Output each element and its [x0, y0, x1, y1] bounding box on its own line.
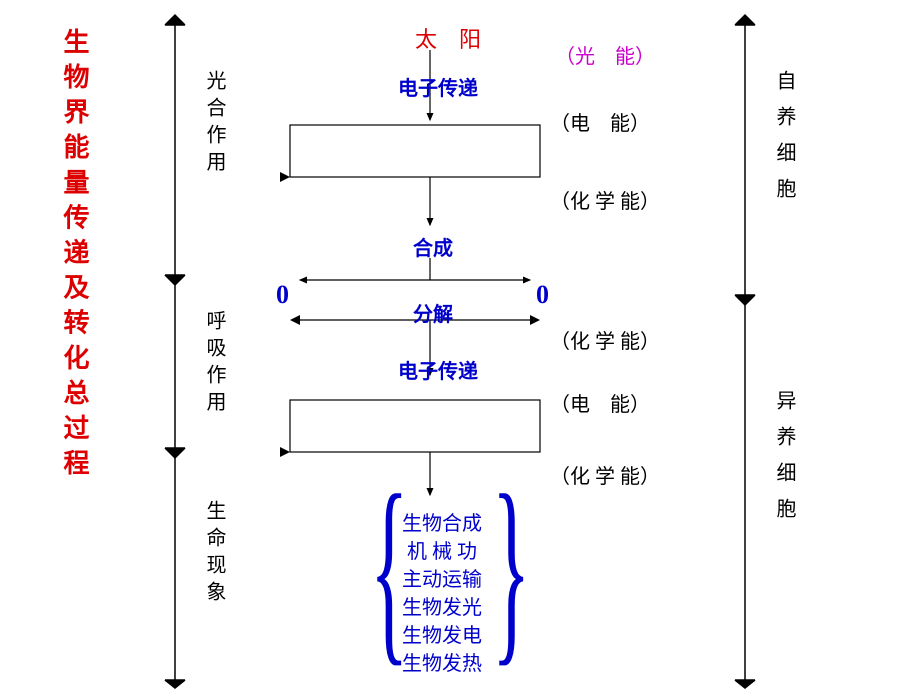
synthesis-label: 合成 — [413, 232, 453, 261]
output-5: 生物发电 — [402, 622, 482, 650]
electric-energy-2: （电 能） — [550, 388, 650, 417]
right-zero: 0 — [536, 280, 549, 310]
chem-energy-3: （化 学 能） — [550, 460, 660, 489]
output-4: 生物发光 — [402, 594, 482, 622]
output-3: 主动运输 — [402, 566, 482, 594]
outputs-list: 生物合成 机 械 功 主动运输 生物发光 生物发电 生物发热 — [402, 510, 482, 678]
chem-energy-2: （化 学 能） — [550, 325, 660, 354]
chem-energy-1: （化 学 能） — [550, 185, 660, 214]
output-1: 生物合成 — [402, 510, 482, 538]
left-zero: 0 — [276, 280, 289, 310]
electron-transfer-2: 电子传递 — [398, 355, 478, 384]
output-brace-right: } — [492, 466, 530, 674]
electric-energy-1: （电 能） — [550, 107, 650, 136]
output-6: 生物发热 — [402, 650, 482, 678]
output-2: 机 械 功 — [402, 538, 482, 566]
decomposition-label: 分解 — [413, 298, 453, 327]
electron-transfer-1: 电子传递 — [398, 72, 478, 101]
